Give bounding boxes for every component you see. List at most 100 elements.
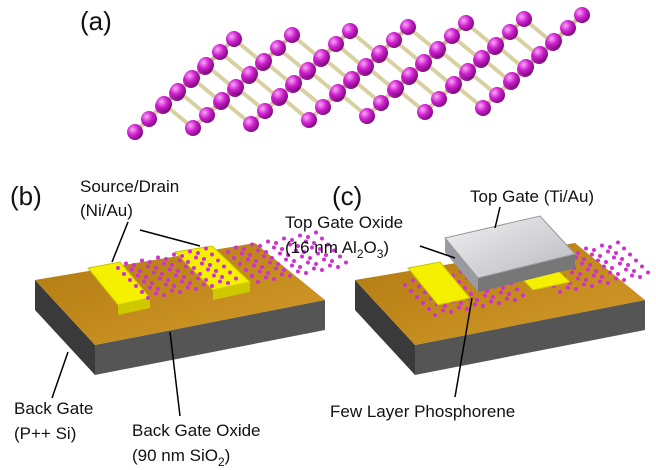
panel-label: (b) — [10, 181, 42, 211]
atom — [640, 264, 644, 269]
atom — [602, 264, 606, 269]
atom — [301, 112, 317, 128]
atom — [220, 275, 224, 279]
atom — [459, 301, 463, 305]
atom — [614, 276, 618, 281]
atom — [172, 284, 176, 288]
atom — [244, 268, 248, 272]
atom — [469, 292, 473, 296]
top-gate-side — [478, 254, 575, 292]
atom — [574, 287, 578, 291]
atom — [600, 243, 604, 248]
atom — [457, 305, 461, 310]
atom — [216, 258, 220, 263]
atom — [330, 84, 346, 100]
atom — [176, 269, 180, 273]
atom — [590, 284, 594, 288]
atom — [168, 267, 172, 272]
atom — [574, 7, 590, 23]
atom — [449, 310, 453, 314]
atom — [280, 247, 284, 251]
atom — [386, 32, 402, 48]
atom — [474, 50, 490, 66]
atom — [276, 262, 280, 266]
atom — [373, 95, 389, 111]
atom — [238, 262, 242, 266]
atom — [190, 270, 194, 275]
atom — [222, 264, 226, 269]
atom — [200, 261, 204, 266]
atom — [306, 260, 310, 265]
atom — [290, 263, 294, 268]
atom — [212, 273, 216, 278]
atom — [146, 296, 150, 300]
atom — [286, 75, 302, 91]
atom — [248, 253, 252, 257]
atom — [158, 276, 162, 281]
atom — [202, 282, 206, 287]
atom — [232, 256, 236, 260]
atom — [180, 279, 184, 284]
atom — [264, 275, 268, 280]
atom — [284, 257, 288, 262]
atom — [182, 275, 186, 279]
panel-label: (a) — [80, 6, 112, 36]
atom — [266, 271, 270, 275]
atom — [166, 278, 170, 282]
leader-line — [169, 331, 181, 417]
atom — [146, 264, 150, 269]
atom — [294, 248, 298, 253]
atom — [501, 286, 505, 290]
atom — [160, 272, 164, 276]
atom — [310, 245, 314, 250]
atom — [266, 239, 270, 244]
atom — [140, 290, 144, 294]
phosphorene-lattice — [127, 7, 590, 140]
atom — [268, 260, 272, 265]
atom — [258, 244, 262, 248]
atom — [280, 272, 284, 277]
atom — [344, 260, 348, 265]
atom — [518, 59, 534, 75]
atom — [306, 235, 310, 239]
atom — [576, 276, 580, 281]
atom — [632, 269, 636, 273]
label: Few Layer Phosphorene — [330, 402, 515, 421]
atom — [312, 241, 316, 245]
atom — [342, 23, 358, 39]
atom — [210, 252, 214, 257]
atom — [516, 11, 532, 27]
atom — [446, 76, 462, 92]
atom — [228, 270, 232, 275]
atom — [409, 289, 413, 293]
atom — [646, 270, 650, 275]
atom — [515, 287, 519, 292]
atom — [558, 290, 562, 294]
atom — [612, 255, 616, 260]
atom — [162, 293, 166, 297]
atom — [282, 268, 286, 272]
atom — [570, 270, 574, 275]
atom — [198, 57, 214, 73]
atom — [582, 282, 586, 287]
atom — [260, 265, 264, 269]
atom — [596, 258, 600, 263]
atom — [122, 272, 126, 276]
atom — [298, 233, 302, 238]
label: (90 nm SiO2) — [132, 446, 230, 469]
leader-line — [139, 229, 201, 247]
atom — [204, 278, 208, 282]
atom — [444, 28, 460, 44]
atom — [600, 275, 604, 279]
atom — [218, 279, 222, 284]
atom — [592, 248, 596, 252]
atom — [170, 263, 174, 267]
atom — [330, 259, 334, 263]
atom — [423, 290, 427, 295]
atom — [288, 274, 292, 278]
atom — [588, 263, 592, 267]
atom — [204, 246, 208, 251]
atom — [566, 285, 570, 290]
atom — [164, 282, 168, 287]
